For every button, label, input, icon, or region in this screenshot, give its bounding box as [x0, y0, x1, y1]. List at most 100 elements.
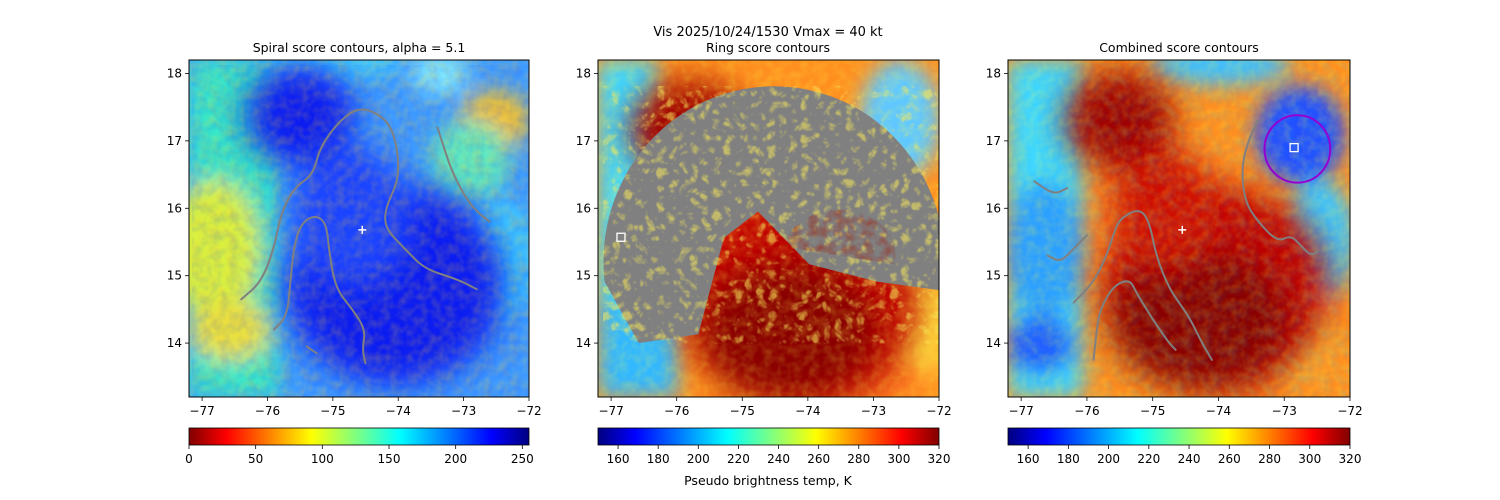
panel-title-spiral: Spiral score contours, alpha = 5.1 — [253, 40, 466, 55]
x-tick-label: −75 — [320, 404, 345, 418]
y-tick-label: 18 — [986, 66, 1001, 80]
y-tick-label: 16 — [986, 201, 1001, 215]
panel-title-ring: Ring score contours — [706, 40, 830, 55]
colorbar-tick-label: 240 — [767, 452, 790, 466]
x-tick-label: −76 — [1074, 404, 1099, 418]
colorbar-tick-label: 280 — [1258, 452, 1281, 466]
y-axis: 14 15 16 17 18 — [986, 66, 1008, 350]
contour-line-5 — [1033, 180, 1069, 194]
y-tick-label: 16 — [167, 201, 182, 215]
y-tick-label: 18 — [576, 66, 591, 80]
combined-heatmap — [1008, 60, 1350, 397]
colorbar-label: Pseudo brightness temp, K — [684, 473, 853, 488]
best-center-square — [1289, 142, 1299, 153]
ring-score-mask — [603, 86, 939, 344]
colorbar-ticks: 160 180 200 220 240 260 280 300 320 — [607, 445, 950, 466]
contour-line-2 — [1092, 280, 1177, 361]
x-tick-label: −72 — [516, 404, 541, 418]
x-tick-label: −74 — [1206, 404, 1231, 418]
center-plus-marker — [1178, 225, 1187, 234]
ring-inner-core — [783, 209, 896, 265]
y-tick-label: 14 — [576, 336, 591, 350]
best-ring-center — [616, 232, 626, 242]
y-axis: 14 15 16 17 18 — [167, 66, 189, 350]
colorbar-tick-label: 240 — [1178, 452, 1201, 466]
colorbar-spiral: 0 50 100 150 200 250 — [185, 427, 534, 466]
x-axis: −77 −76 −75 −74 −73 −72 — [1008, 397, 1363, 418]
colorbar-tick-label: 220 — [727, 452, 750, 466]
y-tick-label: 14 — [167, 336, 182, 350]
colorbar-ring: 160 180 200 220 240 260 280 300 320 Pseudo brigh… — [597, 427, 950, 488]
colorbar-ticks: 160 180 200 220 240 260 280 300 320 — [1017, 445, 1361, 466]
figure-suptitle: Vis 2025/10/24/1530 Vmax = 40 kt — [653, 25, 882, 40]
y-tick-label: 17 — [167, 134, 182, 148]
x-tick-label: −72 — [1337, 404, 1362, 418]
center-marker — [358, 225, 367, 234]
y-axis: 14 15 16 17 18 — [576, 66, 598, 350]
colorbar-tick-label: 300 — [887, 452, 910, 466]
contour-line-3 — [436, 126, 491, 223]
colorbar-tick-label: 160 — [607, 452, 630, 466]
contour-line-4 — [305, 345, 318, 355]
axes-frame — [188, 59, 530, 398]
y-tick-label: 17 — [576, 134, 591, 148]
contour-line-4 — [1046, 234, 1088, 261]
colorbar-tick-label: 180 — [647, 452, 670, 466]
x-axis: −77 −76 −75 −74 −73 −72 — [189, 397, 542, 418]
colorbar-tick-label: 100 — [311, 452, 334, 466]
colorbar-tick-label: 260 — [807, 452, 830, 466]
colorbar-tick-label: 250 — [511, 452, 534, 466]
y-tick-label: 14 — [986, 336, 1001, 350]
panel-title-combined: Combined score contours — [1099, 40, 1259, 55]
x-tick-label: −73 — [451, 404, 476, 418]
y-tick-label: 17 — [986, 134, 1001, 148]
colorbar-tick-label: 160 — [1017, 452, 1040, 466]
colorbar-tick-label: 50 — [248, 452, 263, 466]
x-tick-label: −77 — [189, 404, 214, 418]
panel-combined: Combined score contours — [986, 40, 1363, 466]
colorbar-tick-label: 200 — [1097, 452, 1120, 466]
colorbar-tick-label: 200 — [687, 452, 710, 466]
fit-circle — [1263, 114, 1332, 184]
x-tick-label: −77 — [1008, 404, 1033, 418]
x-tick-label: −75 — [1140, 404, 1165, 418]
ring-score-texture — [603, 86, 939, 344]
colorbar-tick-label: 180 — [1057, 452, 1080, 466]
colorbar-tick-label: 200 — [444, 452, 467, 466]
y-tick-label: 18 — [167, 66, 182, 80]
best-ring-square — [616, 232, 626, 242]
x-tick-label: −77 — [598, 404, 623, 418]
colorbar-ticks: 0 50 100 150 200 250 — [185, 445, 534, 466]
x-tick-label: −74 — [386, 404, 411, 418]
contour-line-1 — [240, 108, 478, 301]
x-axis: −77 −76 −75 −74 −73 −72 — [598, 397, 952, 418]
y-tick-label: 15 — [167, 269, 182, 283]
contour-line-3 — [1241, 119, 1319, 256]
spiral-heatmap — [189, 60, 529, 397]
x-tick-label: −73 — [1272, 404, 1297, 418]
ring-heatmap — [598, 60, 939, 397]
panel-spiral: Spiral score contours, alpha = 5.1 — [167, 40, 542, 466]
axes-frame — [1007, 59, 1351, 398]
y-tick-label: 15 — [576, 269, 591, 283]
colorbar-tick-label: 300 — [1298, 452, 1321, 466]
center-marker — [1178, 142, 1299, 234]
colorbar-tick-label: 150 — [378, 452, 401, 466]
axes-frame — [597, 59, 940, 398]
spiral-contours — [240, 108, 491, 365]
colorbar-tick-label: 280 — [847, 452, 870, 466]
colorbar-tick-label: 0 — [185, 452, 193, 466]
x-tick-label: −73 — [861, 404, 886, 418]
combined-contours — [1033, 119, 1319, 361]
x-tick-label: −74 — [795, 404, 820, 418]
x-tick-label: −75 — [730, 404, 755, 418]
y-tick-label: 16 — [576, 201, 591, 215]
x-tick-label: −76 — [255, 404, 280, 418]
contour-line-1 — [1072, 210, 1213, 361]
x-tick-label: −76 — [664, 404, 689, 418]
ring-fit-circle — [1263, 114, 1332, 184]
contour-line-2 — [273, 216, 367, 365]
colorbar-tick-label: 260 — [1218, 452, 1241, 466]
colorbar-combined: 160 180 200 220 240 260 280 300 320 — [1007, 427, 1361, 466]
